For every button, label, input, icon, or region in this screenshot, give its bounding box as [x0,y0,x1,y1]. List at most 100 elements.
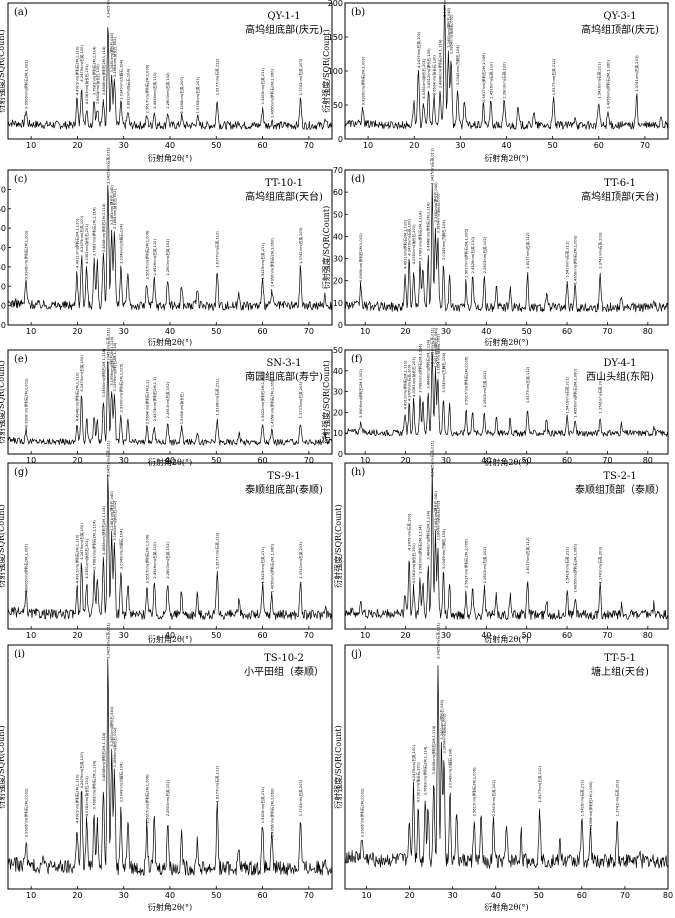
peak-annotation: 3.3425nm(石英,011) [105,440,110,477]
x-tick-label: 60 [257,891,267,900]
y-tick-label: 10 [333,429,343,438]
peak-annotation: 9.9906nm(伊利石2M,1,002) [24,230,29,279]
peak-annotation: 2.4574nm(伊利石2M,1,1) [152,377,157,422]
peak-annotation: 2.5694nm(伊利石2M,1,1) [144,379,149,424]
x-tick-label: 40 [481,456,491,465]
y-tick-label: 30 [0,263,6,272]
x-axis-label: 衍射角2θ(°) [484,153,528,163]
panel-label: (j) [351,649,362,660]
formation-label: 西山头组(东阳) [586,370,654,383]
x-tick-label: 10 [26,631,36,640]
peak-annotation: 1.4956nm(伊利石2M,1,060) [269,238,274,287]
sample-id: TT-6-1 [604,178,636,189]
peak-annotation: 3.3425nm(石英,011) [105,622,110,659]
peak-annotation: 3.3425nm(石英,011) [105,0,110,18]
peak-annotation: 2.5617nm(伊利石2M,1,006) [144,534,149,583]
panel-h: 10 20 30 40 50 60 70 80 4.2479nm(石英,100)4.0381nm… [333,440,669,644]
x-tick-label: 70 [304,891,314,900]
peak-annotation: 2.2803nm(石英,102) [165,72,170,109]
peak-annotation: 4.2479nm(石英,100) [79,751,84,788]
peak-annotation: 3.1864nm(钠长石,002) [435,334,440,375]
sample-id: QY-3-1 [603,11,636,22]
peak-annotation: 3.3425nm(石英,011) [430,327,435,364]
sample-id: SN-3-1 [266,358,301,369]
x-axis-label: 衍射角2θ(°) [148,337,192,347]
x-tick-label: 30 [441,631,451,640]
y-tick-label: 0 [338,135,343,144]
peak-annotation: 1.3741nm(石英,203) [298,58,303,95]
x-tick-label: 20 [72,891,82,900]
xrd-trace [344,4,669,130]
x-tick-label: 60 [577,891,587,900]
sample-id: TS-10-2 [264,653,304,664]
peak-annotation: 2.9900nm(伊利石2M,1,025) [118,363,123,412]
peak-annotation: 3.1864nm(钠长石,002) [112,188,117,229]
x-tick-label: 70 [304,141,314,150]
formation-label: 高坞组底部(庆元) [245,23,323,36]
x-tick-label: 50 [211,631,221,640]
x-tick-label: 50 [522,456,532,465]
peak-annotation: 3.2481nm(钾长石,040) [439,699,444,740]
x-tick-label: 50 [211,141,221,150]
peak-annotation: 1.4956nm(伊利石2M,1,060) [573,235,578,284]
x-tick-label: 40 [501,141,511,150]
formation-label: 高坞组顶部(天台) [581,190,659,203]
x-tick-label: 20 [72,456,82,465]
formation-label: 泰顺组顶部（泰顺） [575,483,665,496]
peak-annotation: 1.5422nm(伊利石2M,1,060) [260,372,265,421]
x-tick-label: 10 [363,141,373,150]
peak-annotation: 4.4911nm(伊利石2M,1,110) [74,774,79,823]
peak-annotation: 3.1998nm(伊利石2M,1,114) [109,336,114,385]
x-axis-label: 衍射角2θ(°) [484,457,528,467]
peak-annotation: 3.3425nm(石英,011) [430,440,435,477]
panel-a: 10 20 30 40 50 60 70 9.9906nm(伊利石2M,1,002) 4.491… [0,0,333,163]
formation-label: 南园组底部(寿宁) [245,370,323,383]
peak-annotation: 4.4911nm(伊利石2M,1,110) [403,360,408,409]
peak-annotation: 1.5416nm(石英,211) [260,67,265,104]
y-tick-label: 60 [333,188,343,197]
sample-id: QY-1-1 [267,11,300,22]
peak-annotation: 2.5617nm(伊利石2M,1,006) [464,539,469,588]
panel-c: 10 20 30 40 50 60 70 0 10 20 30 40 50 60 70 9.9906nm(伊利… [0,147,333,347]
peak-annotation: 3.0349nm(方解石,104) [441,529,446,570]
peak-annotation: 3.4848nm(伊利石2M,1,114) [101,506,106,555]
peak-annotation: 9.9906nm(伊利石2M,1,002) [24,378,29,427]
peak-annotation: 1.8177nm(石英,112) [525,366,530,403]
peak-annotation: 3.8512nm(钾长石,130) [426,48,431,89]
peak-annotation: 2.4526nm(石英,110) [152,542,157,579]
x-tick-label: 50 [522,327,532,336]
x-tick-label: 20 [400,327,410,336]
x-tick-label: 10 [26,141,36,150]
peak-annotation: 3.2481nm(钾长石,040) [433,327,438,368]
peak-annotation: 2.2803nm(石英,102) [482,236,487,273]
y-tick-label: 40 [333,367,343,376]
peak-annotation: 1.3737nm(石英,203) [298,381,303,418]
peak-annotation: 3.7683nm(伊利石2M,1,114) [418,524,423,573]
peak-annotation: 1.8177nm(石英,112) [537,765,542,802]
x-axis-label: 衍射角2θ(°) [148,902,192,912]
x-tick-label: 50 [534,891,544,900]
x-tick-label: 30 [441,456,451,465]
x-tick-label: 30 [119,891,129,900]
panel-g: 10 20 30 40 50 60 70 9.9906nm(伊利石2M,1,002) 4.491… [0,440,333,644]
peak-annotation: 3.1864nm(钠长石,002) [442,713,447,754]
peak-annotation: 3.2481nm(钾长石,040) [109,185,114,226]
peak-annotation: 1.8177nm(石英,112) [525,232,530,269]
peak-annotation: 4.2479nm(石英,100) [416,31,421,68]
xrd-trace [7,474,333,621]
peak-annotation: 4.0381nm(钠长石,201) [411,356,416,397]
panel-b: 10 20 30 40 50 60 70 0 50 100 150 200 9.9906nm(伊利石2M… [321,0,669,163]
x-tick-label: 60 [257,631,267,640]
x-tick-label: 20 [400,456,410,465]
peak-annotation: 1.8198nm(石英,211) [215,378,220,415]
peak-annotation: 3.4848nm(伊利石2M,1,114) [101,46,106,95]
peak-annotation: 4.0381nm(钠长石,201) [84,223,89,264]
peak-annotation: 3.7683nm(伊利石2M,1,114) [92,760,97,809]
panel-label: (e) [14,354,28,365]
peak-annotation: 2.5617nm(伊利石2M,1,006) [144,774,149,823]
peak-annotation: 4.4911nm(伊利石2M,1,110) [74,218,79,267]
peak-annotation: 1.4956nm(伊利石2M,1,060) [573,368,578,417]
peak-annotation: 4.4911nm(伊利石2M,1,110) [403,220,408,269]
formation-label: 高坞组底部(天台) [245,190,323,203]
peak-annotation: 1.4956nm(伊利石2M,1,060) [606,59,611,108]
